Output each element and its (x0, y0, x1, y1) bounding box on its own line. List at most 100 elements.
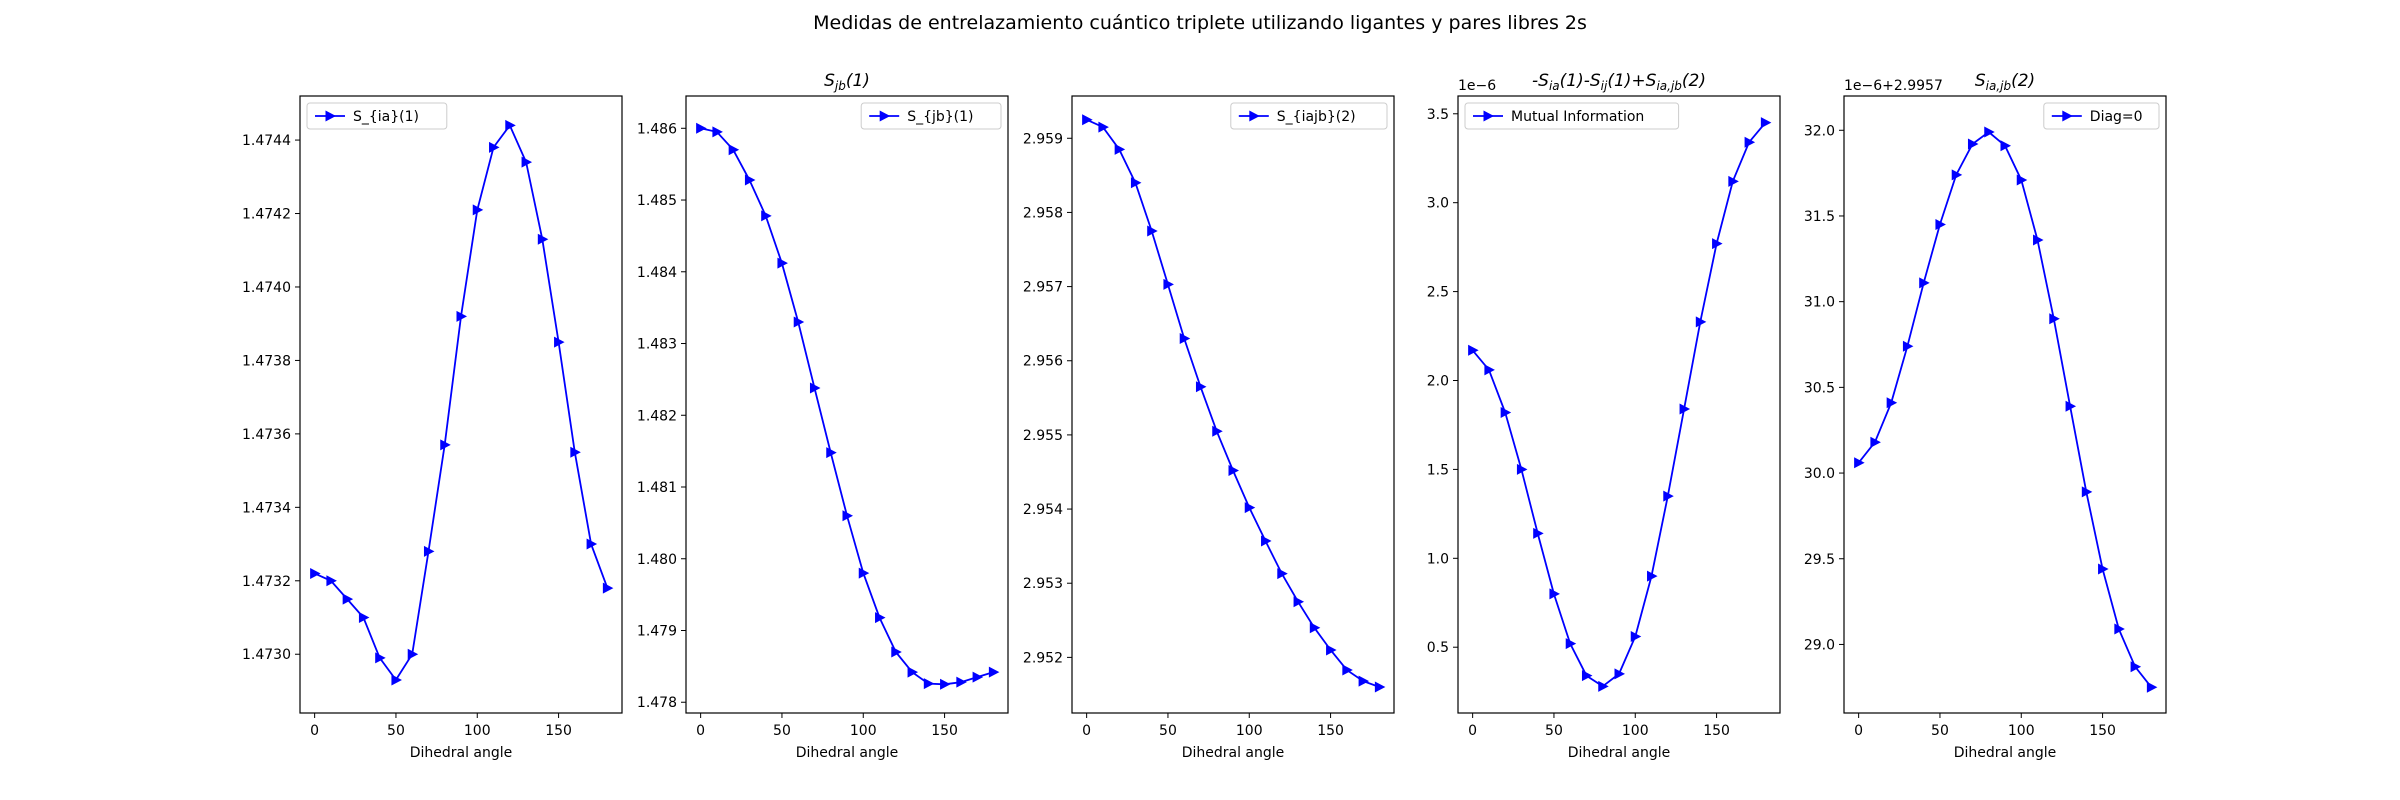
data-point (1098, 121, 1109, 133)
legend-marker (2062, 110, 2073, 122)
series-line-1 (700, 127, 994, 686)
data-point (1712, 238, 1723, 250)
data-point (1163, 278, 1174, 290)
chart-panel-4: 0 50 100 150 0.5 1.0 1.5 2.0 2.5 3.0 3.5 Dihedral a… (1427, 71, 1781, 761)
data-point (907, 666, 919, 678)
y-tick-label: 2.956 (1023, 354, 1063, 370)
legend: S_{ia}(1) (306, 102, 448, 130)
data-point (1614, 668, 1625, 680)
data-point (1516, 463, 1528, 475)
y-tick-label: 1.484 (637, 265, 677, 281)
y-tick-label: 1.4738 (242, 353, 291, 369)
data-point (1195, 381, 1207, 393)
x-tick-label: 50 (1159, 723, 1177, 739)
data-point (744, 174, 756, 186)
plot-frame (685, 95, 1009, 714)
data-point (358, 612, 370, 624)
data-point (1886, 397, 1898, 409)
x-tick-label: 150 (931, 723, 958, 739)
y-tick-label: 1.4730 (242, 647, 291, 663)
figure-title: Medidas de entrelazamiento cuántico trip… (813, 12, 1587, 34)
series-line-1 (1086, 118, 1380, 688)
x-axis-label: Dihedral angle (796, 745, 899, 761)
data-point (1728, 175, 1739, 187)
data-point (1468, 344, 1479, 356)
legend: Diag=0 (2043, 102, 2160, 130)
data-point (1598, 680, 1609, 692)
y-tick-label: 31.5 (1804, 209, 1835, 225)
data-point (456, 310, 467, 322)
data-point (761, 210, 772, 222)
data-point (1147, 225, 1158, 237)
data-point (586, 538, 598, 550)
data-point (2016, 174, 2028, 186)
x-tick-label: 0 (310, 723, 319, 739)
data-point (2130, 661, 2142, 673)
data-point (1326, 644, 1337, 656)
legend: S_{iajb}(2) (1230, 102, 1388, 130)
chart-title: -Sia(1)-Sij(1)+Sia,jb(2) (1532, 71, 1706, 93)
data-point (1500, 407, 1512, 419)
y-tick-label: 2.953 (1023, 576, 1063, 592)
x-tick-label: 100 (1236, 723, 1263, 739)
chart-panel-3: 0 50 100 150 2.952 2.953 2.954 2.955 2.956 2.957 2… (1023, 95, 1395, 761)
plot-frame (1457, 95, 1781, 714)
data-point (1679, 403, 1691, 415)
data-point (1854, 457, 1865, 469)
plot-frame (1843, 95, 2167, 714)
data-point (1581, 670, 1593, 682)
data-point (342, 593, 354, 605)
data-point (1760, 117, 1772, 129)
data-point (1902, 340, 1914, 352)
x-axis-label: Dihedral angle (1568, 745, 1671, 761)
data-point (858, 567, 870, 579)
series-line-1 (1471, 122, 1767, 688)
series-line-1 (1857, 130, 2153, 688)
y-tick-label: 1.4736 (242, 427, 291, 443)
y-tick-label: 2.958 (1023, 205, 1063, 221)
x-tick-label: 150 (2089, 723, 2116, 739)
data-point (570, 446, 581, 458)
chart-title: Sjb(1) (824, 71, 870, 93)
y-tick-label: 1.0 (1427, 551, 1449, 567)
data-point (2033, 234, 2044, 246)
legend-label: S_{jb}(1) (907, 109, 973, 125)
y-tick-label: 29.0 (1804, 637, 1835, 653)
data-point (554, 336, 565, 348)
y-offset-text: 1e−6 (1458, 78, 1496, 94)
data-point (1695, 316, 1707, 328)
data-point (1374, 681, 1386, 693)
y-tick-label: 2.952 (1023, 650, 1063, 666)
data-point (1212, 425, 1223, 437)
data-point (712, 126, 723, 138)
data-point (472, 204, 484, 216)
y-tick-label: 3.0 (1427, 196, 1449, 212)
data-point (1967, 138, 1979, 150)
x-tick-label: 0 (696, 723, 705, 739)
legend: Mutual Information (1464, 102, 1680, 130)
data-point (809, 382, 821, 394)
data-point (1663, 490, 1674, 502)
y-tick-label: 2.959 (1023, 131, 1063, 147)
legend-label: Diag=0 (2090, 109, 2143, 125)
x-tick-label: 100 (2008, 723, 2035, 739)
data-point (1630, 631, 1642, 643)
data-point (1533, 527, 1544, 539)
data-point (1130, 177, 1142, 189)
data-point (1549, 588, 1560, 600)
y-tick-label: 1.486 (637, 121, 677, 137)
y-tick-label: 1.5 (1427, 462, 1449, 478)
data-point (407, 648, 419, 660)
data-point (310, 567, 321, 579)
y-tick-label: 32.0 (1804, 123, 1835, 139)
data-point (423, 545, 435, 557)
x-tick-label: 50 (773, 723, 791, 739)
data-point (1358, 675, 1370, 687)
data-point (842, 510, 853, 522)
y-tick-label: 2.955 (1023, 428, 1063, 444)
data-point (440, 439, 451, 451)
data-point (1293, 596, 1305, 608)
y-tick-label: 2.954 (1023, 502, 1063, 518)
legend-marker (1249, 110, 1260, 122)
